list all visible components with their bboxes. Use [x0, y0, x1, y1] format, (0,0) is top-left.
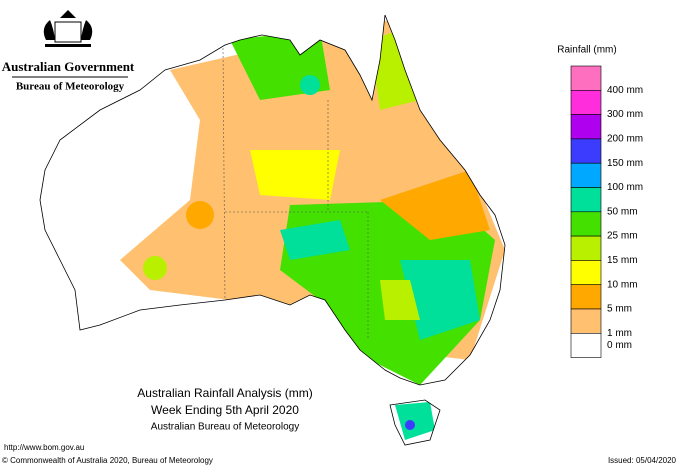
legend-swatch	[570, 65, 602, 91]
legend-swatch	[570, 260, 602, 285]
legend-label: 25 mm	[607, 231, 638, 242]
footer-issued: Issued: 05/04/2020	[608, 456, 677, 465]
legend-label: 50 mm	[607, 206, 638, 217]
legend-title: Rainfall (mm)	[557, 45, 616, 56]
legend: 400 mm 300 mm 200 mm 150 mm 100 mm 50 mm 25 mm…	[570, 65, 643, 358]
legend-swatch	[570, 90, 602, 115]
map-title: Australian Rainfall Analysis (mm)	[137, 386, 312, 400]
state-borders	[222, 47, 369, 340]
footer-copyright: © Commonwealth of Australia 2020, Bureau…	[2, 456, 213, 465]
legend-swatch	[570, 284, 602, 310]
legend-label: 400 mm	[607, 85, 643, 96]
legend-label: 150 mm	[607, 158, 643, 169]
legend-swatch	[570, 187, 602, 213]
legend-label: 300 mm	[607, 109, 643, 120]
legend-swatch	[570, 235, 602, 261]
legend-label: 10 mm	[607, 279, 638, 290]
crest	[43, 10, 93, 47]
legend-swatch	[570, 308, 602, 334]
legend-label: 100 mm	[607, 182, 643, 193]
legend-label: 15 mm	[607, 255, 638, 266]
coastline	[39, 14, 506, 446]
map-subtitle: Week Ending 5th April 2020	[151, 403, 299, 417]
gov-name: Australian Government	[2, 59, 135, 74]
legend-swatch	[570, 211, 602, 237]
legend-swatch	[570, 332, 602, 358]
legend-swatch	[570, 162, 602, 188]
legend-swatch	[570, 114, 602, 140]
map-source: Australian Bureau of Meteorology	[151, 422, 299, 433]
legend-swatch	[570, 138, 602, 164]
legend-label: 1 mm	[607, 328, 632, 339]
footer-url: http://www.bom.gov.au	[4, 443, 84, 452]
legend-label: 5 mm	[607, 304, 632, 315]
agency-name: Bureau of Meteorology	[16, 81, 125, 93]
legend-label: 0 mm	[607, 340, 632, 351]
legend-label: 200 mm	[607, 134, 643, 145]
